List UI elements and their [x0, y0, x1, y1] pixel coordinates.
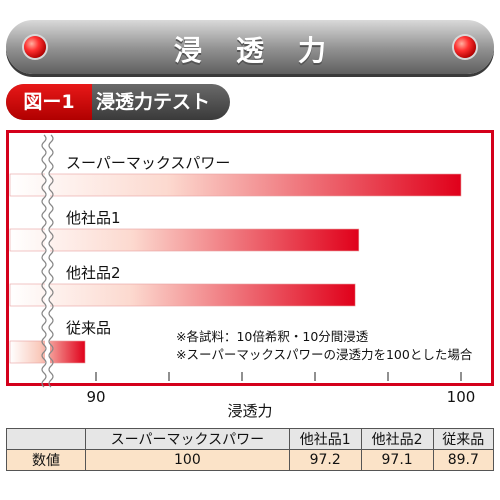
figure-title: 浸透力テスト	[96, 91, 211, 113]
table-cell: 97.2	[288, 449, 362, 471]
x-tick-label: 100	[447, 388, 476, 406]
chart-note-1: ※各試料：10倍希釈・10分間浸透	[176, 329, 369, 344]
x-axis-label: 浸透力	[227, 402, 273, 420]
figure-label: 図ー1 浸透力テスト	[6, 84, 230, 120]
table-corner	[6, 428, 86, 450]
bar-label: 他社品1	[66, 209, 121, 227]
table-header: 従来品	[432, 428, 495, 450]
bar-label: 従来品	[66, 319, 111, 337]
table-row-label: 数値	[6, 449, 86, 471]
table-row: 数値 100 97.2 97.1 89.7	[6, 449, 495, 471]
chart-frame	[6, 130, 494, 386]
table-cell: 100	[85, 449, 290, 471]
data-table: スーパーマックスパワー 他社品1 他社品2 従来品 数値 100 97.2 97…	[6, 428, 495, 471]
page-title: 浸透力	[173, 34, 360, 67]
chart-note-2: ※スーパーマックスパワーの浸透力を100とした場合	[176, 347, 473, 362]
table-header: スーパーマックスパワー	[85, 428, 290, 450]
bar-label: 他社品2	[66, 264, 121, 282]
table-header-row: スーパーマックスパワー 他社品1 他社品2 従来品	[6, 428, 495, 450]
axis-break-line	[41, 134, 47, 388]
table-header: 他社品1	[288, 428, 362, 450]
bar	[9, 228, 360, 252]
bar	[9, 283, 356, 307]
table-cell: 89.7	[432, 449, 495, 471]
x-tick-label: 90	[86, 388, 105, 406]
figure-number: 図ー1	[6, 84, 92, 120]
red-dot-icon	[454, 36, 476, 58]
title-banner: 浸透力	[6, 20, 494, 74]
bar-label: スーパーマックスパワー	[66, 154, 230, 172]
table-header: 他社品2	[360, 428, 434, 450]
axis-break-gap	[45, 135, 50, 380]
axis-break-line	[48, 134, 54, 388]
red-dot-icon	[24, 36, 46, 58]
bar	[9, 173, 462, 197]
table-cell: 97.1	[360, 449, 434, 471]
